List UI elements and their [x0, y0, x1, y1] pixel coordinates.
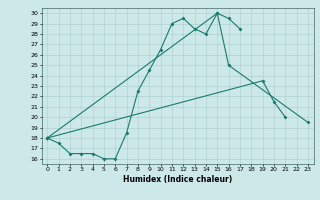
X-axis label: Humidex (Indice chaleur): Humidex (Indice chaleur)	[123, 175, 232, 184]
